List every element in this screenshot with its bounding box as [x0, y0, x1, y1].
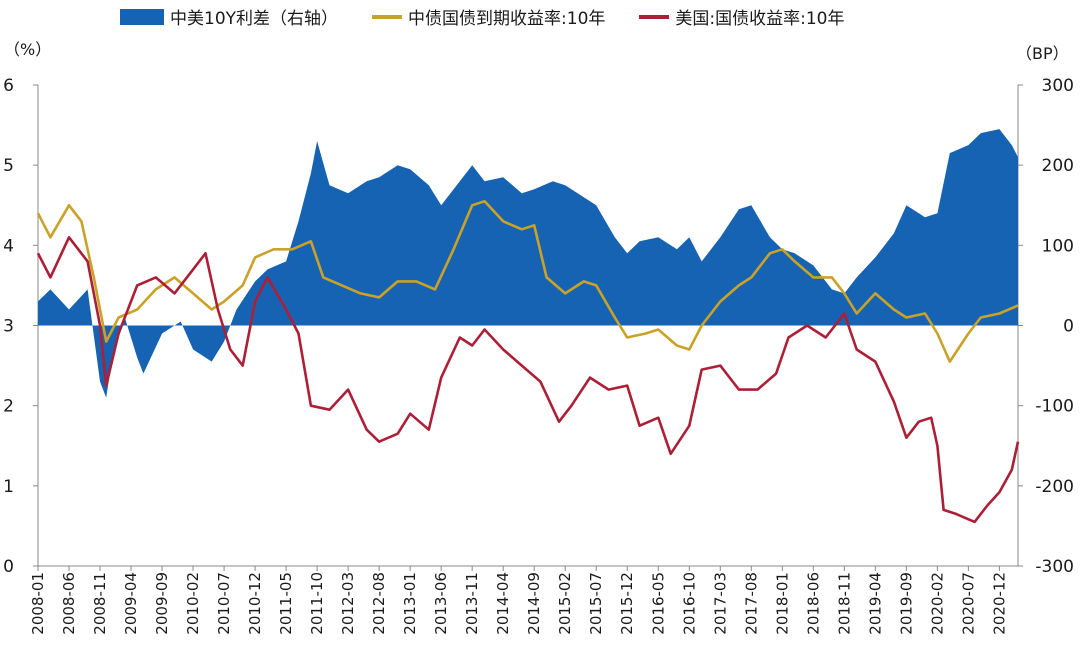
x-tick-label: 2016-10	[680, 572, 698, 635]
x-tick-label: 2009-04	[122, 572, 140, 635]
right-tick-label: 100	[1042, 236, 1074, 256]
right-tick-label: 300	[1042, 76, 1074, 96]
series-us-line	[36, 236, 1020, 524]
x-tick-label: 2015-12	[618, 572, 636, 635]
left-tick-label: 5	[3, 156, 14, 176]
right-tick-label: 200	[1042, 156, 1074, 176]
legend: 中美10Y利差（右轴） 中债国债到期收益率:10年 美国:国债收益率:10年	[120, 4, 844, 29]
legend-us-label: 美国:国债收益率:10年	[675, 9, 845, 29]
x-tick-label: 2013-06	[432, 572, 450, 635]
x-tick-label: 2018-11	[835, 572, 853, 635]
legend-spread-swatch	[120, 8, 164, 25]
x-tick-label: 2017-08	[742, 572, 760, 635]
right-axis-unit: （BP）	[1016, 44, 1069, 63]
left-tick-label: 1	[3, 477, 14, 497]
legend-spread: 中美10Y利差（右轴）	[120, 4, 338, 29]
series-spread-area	[38, 129, 1018, 398]
x-tick-label: 2013-11	[463, 572, 481, 635]
x-tick-label: 2008-01	[29, 572, 47, 635]
right-tick-label: -100	[1035, 397, 1074, 417]
x-tick-label: 2010-12	[246, 572, 264, 635]
legend-us-swatch	[639, 14, 670, 19]
legend-spread-label: 中美10Y利差（右轴）	[170, 9, 339, 29]
left-tick-label: 4	[3, 236, 14, 256]
legend-us: 美国:国债收益率:10年	[639, 4, 844, 29]
left-axis-unit: （%）	[4, 40, 52, 59]
x-tick-label: 2010-02	[184, 572, 202, 635]
x-tick-label: 2018-01	[773, 572, 791, 635]
right-tick-label: -300	[1035, 557, 1074, 577]
x-tick-label: 2020-12	[990, 572, 1008, 635]
x-tick-label: 2019-09	[897, 572, 915, 635]
x-tick-label: 2015-02	[556, 572, 574, 635]
x-tick-label: 2012-03	[339, 572, 357, 635]
left-tick-label: 0	[3, 557, 14, 577]
x-tick-label: 2008-06	[60, 572, 78, 635]
x-tick-label: 2012-08	[370, 572, 388, 635]
x-tick-label: 2020-02	[928, 572, 946, 635]
x-tick-label: 2010-07	[215, 572, 233, 635]
right-tick-label: 0	[1063, 317, 1074, 337]
x-tick-label: 2011-10	[308, 572, 326, 635]
series-china-line	[36, 199, 1019, 363]
x-tick-label: 2008-11	[91, 572, 109, 635]
x-tick-label: 2017-03	[711, 572, 729, 635]
x-tick-label: 2014-09	[525, 572, 543, 635]
x-tick-label: 2020-07	[959, 572, 977, 635]
x-tick-label: 2016-05	[649, 572, 667, 635]
legend-china: 中债国债到期收益率:10年	[372, 4, 605, 29]
x-tick-label: 2014-04	[494, 572, 512, 635]
x-tick-label: 2015-07	[587, 572, 605, 635]
x-tick-label: 2018-06	[804, 572, 822, 635]
legend-china-swatch	[372, 14, 403, 19]
x-tick-label: 2019-04	[866, 572, 884, 635]
left-tick-label: 6	[3, 76, 14, 96]
left-tick-label: 3	[3, 317, 14, 337]
legend-china-label: 中债国债到期收益率:10年	[408, 9, 606, 29]
right-tick-label: -200	[1035, 477, 1074, 497]
left-tick-label: 2	[3, 397, 14, 417]
x-tick-label: 2011-05	[277, 572, 295, 635]
x-tick-label: 2013-01	[401, 572, 419, 635]
x-tick-label: 2009-09	[153, 572, 171, 635]
